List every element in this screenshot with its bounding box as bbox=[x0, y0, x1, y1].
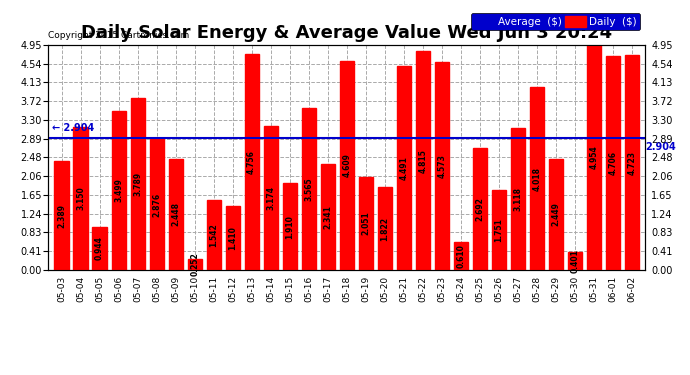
Bar bbox=[264, 126, 278, 270]
Bar bbox=[606, 56, 620, 270]
Legend: Average  ($), Daily  ($): Average ($), Daily ($) bbox=[471, 13, 640, 30]
Bar bbox=[55, 161, 69, 270]
Bar bbox=[226, 206, 240, 270]
Bar bbox=[321, 164, 335, 270]
Bar bbox=[492, 190, 506, 270]
Text: 1.822: 1.822 bbox=[380, 217, 389, 241]
Bar bbox=[130, 98, 145, 270]
Text: 2.389: 2.389 bbox=[57, 204, 66, 228]
Bar bbox=[359, 177, 373, 270]
Bar bbox=[168, 159, 183, 270]
Text: 4.491: 4.491 bbox=[400, 156, 408, 180]
Bar bbox=[397, 66, 411, 270]
Bar bbox=[150, 139, 164, 270]
Bar bbox=[92, 227, 107, 270]
Text: 3.150: 3.150 bbox=[76, 186, 85, 210]
Text: 4.706: 4.706 bbox=[609, 151, 618, 175]
Text: 2.448: 2.448 bbox=[171, 202, 180, 226]
Text: 2.449: 2.449 bbox=[551, 202, 560, 226]
Text: 4.954: 4.954 bbox=[589, 146, 598, 169]
Bar bbox=[473, 148, 487, 270]
Bar bbox=[586, 45, 601, 270]
Bar bbox=[74, 127, 88, 270]
Bar bbox=[244, 54, 259, 270]
Bar bbox=[188, 258, 201, 270]
Text: 4.609: 4.609 bbox=[342, 153, 351, 177]
Bar bbox=[549, 159, 563, 270]
Bar bbox=[206, 200, 221, 270]
Bar bbox=[377, 187, 392, 270]
Text: 4.756: 4.756 bbox=[247, 150, 256, 174]
Text: 2.876: 2.876 bbox=[152, 193, 161, 217]
Text: 3.565: 3.565 bbox=[304, 177, 313, 201]
Text: 1.751: 1.751 bbox=[494, 218, 503, 242]
Text: 2.341: 2.341 bbox=[323, 205, 332, 229]
Bar bbox=[302, 108, 316, 270]
Text: 2.051: 2.051 bbox=[362, 211, 371, 235]
Text: 1.910: 1.910 bbox=[285, 214, 294, 238]
Text: 1.410: 1.410 bbox=[228, 226, 237, 250]
Text: 3.174: 3.174 bbox=[266, 186, 275, 210]
Text: 0.944: 0.944 bbox=[95, 237, 104, 261]
Text: 0.610: 0.610 bbox=[456, 244, 465, 268]
Text: 4.815: 4.815 bbox=[418, 148, 427, 172]
Text: 1.542: 1.542 bbox=[209, 223, 218, 247]
Bar bbox=[624, 56, 639, 270]
Text: 3.118: 3.118 bbox=[513, 187, 522, 211]
Bar bbox=[453, 242, 468, 270]
Bar bbox=[339, 60, 354, 270]
Text: 4.018: 4.018 bbox=[532, 166, 541, 190]
Text: 2.692: 2.692 bbox=[475, 197, 484, 221]
Bar bbox=[435, 62, 449, 270]
Bar bbox=[530, 87, 544, 270]
Text: Copyright 2015 Cartronics.com: Copyright 2015 Cartronics.com bbox=[48, 32, 190, 40]
Text: 0.252: 0.252 bbox=[190, 252, 199, 276]
Text: 0.401: 0.401 bbox=[571, 249, 580, 273]
Bar bbox=[112, 111, 126, 270]
Text: 3.499: 3.499 bbox=[114, 178, 123, 203]
Bar bbox=[511, 128, 525, 270]
Bar bbox=[283, 183, 297, 270]
Title: Daily Solar Energy & Average Value Wed Jun 3 20:24: Daily Solar Energy & Average Value Wed J… bbox=[81, 24, 612, 42]
Text: 4.573: 4.573 bbox=[437, 154, 446, 178]
Text: 2.904: 2.904 bbox=[645, 142, 676, 152]
Text: 4.723: 4.723 bbox=[627, 151, 636, 175]
Bar bbox=[415, 51, 430, 270]
Text: ← 2.904: ← 2.904 bbox=[52, 123, 95, 132]
Bar bbox=[568, 252, 582, 270]
Text: 3.789: 3.789 bbox=[133, 172, 142, 196]
